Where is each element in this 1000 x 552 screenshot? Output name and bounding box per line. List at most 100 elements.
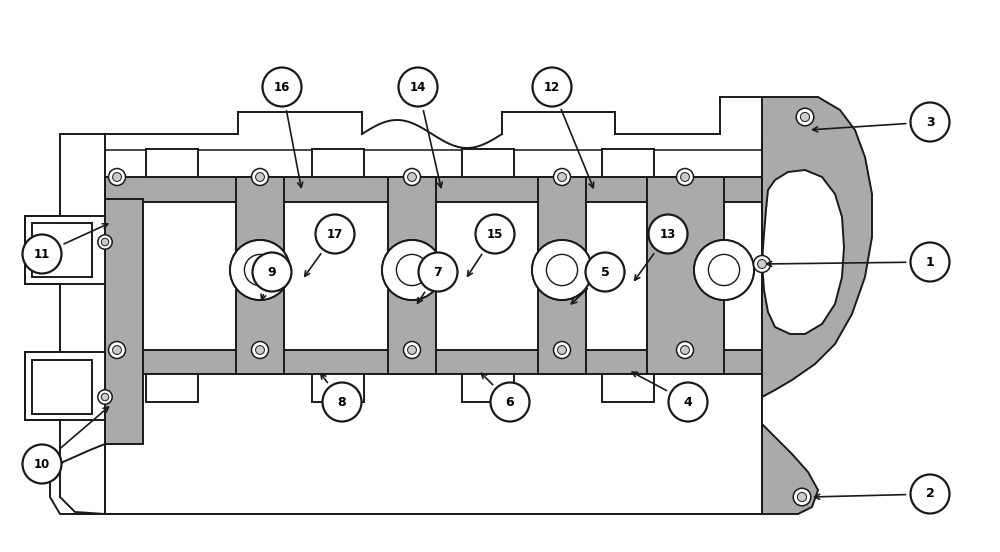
Circle shape bbox=[244, 254, 276, 285]
Text: 1: 1 bbox=[926, 256, 934, 268]
Bar bbox=[602, 374, 654, 402]
Circle shape bbox=[681, 173, 689, 182]
Circle shape bbox=[101, 238, 109, 246]
Circle shape bbox=[113, 173, 121, 182]
Bar bbox=[32, 223, 92, 277]
Bar bbox=[538, 177, 586, 374]
Circle shape bbox=[681, 346, 689, 354]
Bar bbox=[436, 177, 538, 374]
Circle shape bbox=[396, 254, 428, 285]
Circle shape bbox=[668, 383, 708, 422]
Circle shape bbox=[546, 254, 578, 285]
Bar bbox=[105, 350, 762, 374]
Circle shape bbox=[252, 342, 268, 358]
Bar bbox=[105, 177, 762, 202]
Circle shape bbox=[408, 346, 416, 354]
Text: 17: 17 bbox=[327, 227, 343, 241]
Text: 11: 11 bbox=[34, 247, 50, 261]
Circle shape bbox=[404, 342, 420, 358]
Bar bbox=[388, 177, 436, 374]
Text: 2: 2 bbox=[926, 487, 934, 501]
Circle shape bbox=[382, 240, 442, 300]
Circle shape bbox=[800, 113, 810, 121]
Text: 5: 5 bbox=[601, 266, 609, 279]
Circle shape bbox=[911, 103, 950, 141]
Circle shape bbox=[108, 342, 126, 358]
Bar bbox=[107, 177, 236, 374]
Circle shape bbox=[113, 346, 121, 354]
Circle shape bbox=[490, 383, 530, 422]
Circle shape bbox=[396, 254, 428, 285]
Circle shape bbox=[911, 475, 950, 513]
Bar bbox=[602, 149, 654, 177]
Polygon shape bbox=[50, 444, 105, 514]
Text: 15: 15 bbox=[487, 227, 503, 241]
Circle shape bbox=[244, 254, 276, 285]
Bar bbox=[105, 199, 143, 444]
Circle shape bbox=[793, 488, 811, 506]
Circle shape bbox=[98, 235, 112, 249]
Circle shape bbox=[532, 240, 592, 300]
Text: 12: 12 bbox=[544, 81, 560, 93]
Circle shape bbox=[404, 168, 420, 185]
Circle shape bbox=[754, 256, 770, 273]
Circle shape bbox=[532, 240, 592, 300]
Circle shape bbox=[22, 444, 62, 484]
Circle shape bbox=[398, 67, 438, 107]
Text: 16: 16 bbox=[274, 81, 290, 93]
Circle shape bbox=[797, 492, 807, 502]
Bar bbox=[284, 177, 388, 374]
Bar bbox=[462, 149, 514, 177]
Circle shape bbox=[558, 173, 566, 182]
Circle shape bbox=[476, 215, 514, 253]
Circle shape bbox=[252, 168, 268, 185]
Bar bbox=[25, 352, 105, 420]
Circle shape bbox=[252, 252, 292, 291]
Bar bbox=[462, 374, 514, 402]
Circle shape bbox=[316, 215, 354, 253]
Circle shape bbox=[408, 173, 416, 182]
Bar bbox=[32, 360, 92, 414]
Circle shape bbox=[694, 240, 754, 300]
Circle shape bbox=[586, 252, 624, 291]
Text: 4: 4 bbox=[684, 395, 692, 408]
Circle shape bbox=[554, 168, 570, 185]
Circle shape bbox=[676, 168, 694, 185]
Bar bbox=[146, 374, 198, 402]
Circle shape bbox=[558, 346, 566, 354]
Bar bbox=[105, 134, 762, 514]
Text: 7: 7 bbox=[434, 266, 442, 279]
Bar bbox=[236, 177, 284, 374]
Text: 14: 14 bbox=[410, 81, 426, 93]
Bar bbox=[25, 216, 105, 284]
Text: 6: 6 bbox=[506, 395, 514, 408]
Bar bbox=[312, 149, 364, 177]
Circle shape bbox=[101, 393, 109, 401]
Circle shape bbox=[262, 67, 302, 107]
Text: 10: 10 bbox=[34, 458, 50, 470]
Circle shape bbox=[22, 235, 62, 273]
Circle shape bbox=[758, 259, 766, 268]
Circle shape bbox=[546, 254, 578, 285]
Bar bbox=[146, 149, 198, 177]
Text: 8: 8 bbox=[338, 395, 346, 408]
Circle shape bbox=[256, 346, 264, 354]
Polygon shape bbox=[762, 97, 872, 514]
Circle shape bbox=[554, 342, 570, 358]
Polygon shape bbox=[762, 170, 844, 334]
Bar bbox=[586, 177, 646, 374]
Circle shape bbox=[911, 242, 950, 282]
Circle shape bbox=[708, 254, 740, 285]
Circle shape bbox=[256, 173, 264, 182]
Circle shape bbox=[382, 240, 442, 300]
Circle shape bbox=[694, 240, 754, 300]
Circle shape bbox=[230, 240, 290, 300]
Circle shape bbox=[322, 383, 362, 422]
Text: 3: 3 bbox=[926, 115, 934, 129]
Circle shape bbox=[108, 168, 126, 185]
Circle shape bbox=[230, 240, 290, 300]
Circle shape bbox=[648, 215, 688, 253]
Bar bbox=[646, 177, 724, 374]
Text: 13: 13 bbox=[660, 227, 676, 241]
Bar bbox=[312, 374, 364, 402]
